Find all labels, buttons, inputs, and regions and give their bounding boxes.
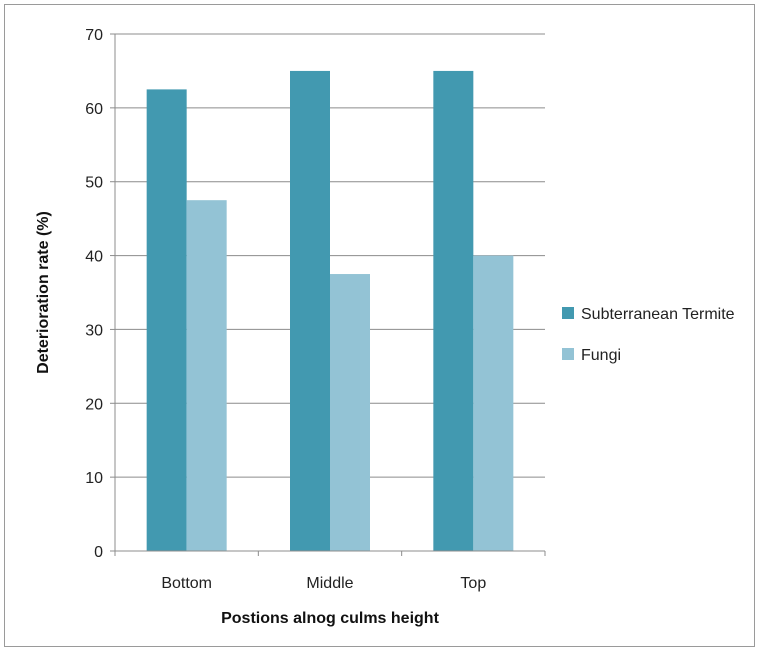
legend-swatch-fungi [562, 348, 574, 360]
y-tick-label: 40 [85, 249, 103, 266]
bars [146, 70, 514, 552]
y-tick-label: 0 [94, 544, 103, 561]
x-tick-label: Top [460, 575, 486, 592]
x-axis-ticks: Bottom Middle Top [114, 551, 546, 592]
y-tick-label: 50 [85, 175, 103, 192]
legend: Subterranean Termite Fungi [562, 306, 735, 364]
bar-subterranean-termite-middle [290, 70, 330, 551]
bar-subterranean-termite-bottom [146, 89, 187, 552]
y-tick-label: 30 [85, 322, 103, 339]
y-axis-ticks: 0 10 20 30 40 50 60 70 [85, 27, 115, 561]
x-axis-title: Postions alnog culms height [221, 610, 439, 627]
y-tick-label: 60 [85, 101, 103, 118]
y-axis-title: Deterioration rate (%) [35, 211, 52, 374]
x-tick-label: Middle [306, 575, 353, 592]
bar-fungi-bottom [186, 200, 227, 551]
bar-fungi-top [473, 255, 514, 552]
bar-fungi-middle [330, 274, 370, 551]
legend-label-subterranean-termite: Subterranean Termite [581, 306, 735, 323]
y-tick-label: 70 [85, 27, 103, 44]
legend-swatch-subterranean-termite [562, 307, 574, 319]
chart-frame [4, 4, 755, 647]
bar-subterranean-termite-top [433, 70, 474, 551]
x-tick-label: Bottom [161, 575, 212, 592]
y-tick-label: 10 [85, 470, 103, 487]
legend-label-fungi: Fungi [581, 347, 621, 364]
y-tick-label: 20 [85, 396, 103, 413]
